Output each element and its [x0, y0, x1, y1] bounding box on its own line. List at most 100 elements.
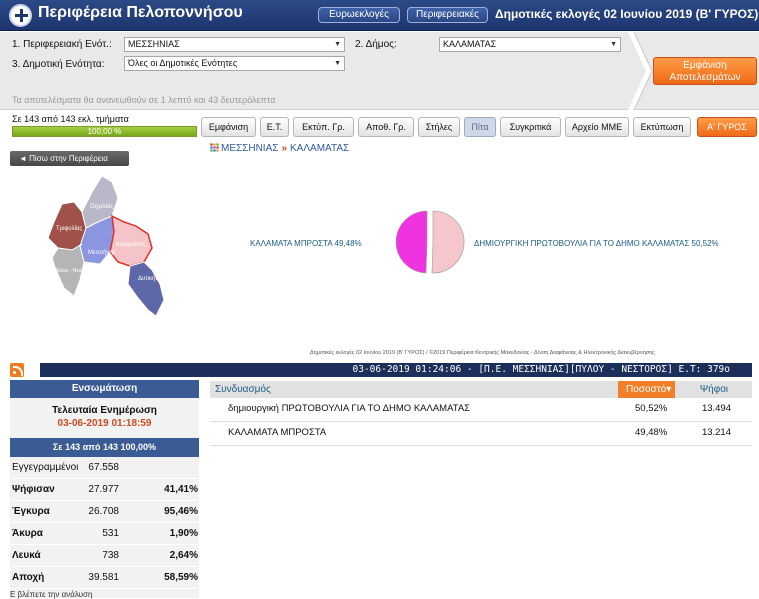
map-label-kalamata: Καλαμάτας [116, 241, 145, 248]
stat-value: 39.581 [88, 572, 119, 583]
map-label-trifylia: Τριφυλίας [56, 226, 82, 232]
chevron-divider-icon [628, 32, 652, 110]
stat-value: 26.708 [88, 506, 119, 517]
print-chart-button[interactable]: Εκτύπ. Γρ. [293, 117, 354, 137]
breadcrumb-separator: » [281, 143, 287, 154]
first-round-button[interactable]: Α' ΓΥΡΟΣ [697, 117, 757, 137]
comparative-button[interactable]: Συγκριτικά [500, 117, 561, 137]
progress-fill [13, 127, 196, 136]
stat-label: Λευκά [12, 550, 41, 561]
combination-percent: 49,48% [635, 427, 668, 438]
save-chart-button[interactable]: Αποθ. Γρ. [358, 117, 414, 137]
municipality-select[interactable]: ΚΑΛΑΜΑΤΑΣ ▼ [439, 37, 621, 52]
map-region-kalamata[interactable] [109, 214, 153, 267]
pie-slice-kalamata-mprosta[interactable] [395, 210, 428, 274]
refresh-note: Τα αποτελέσματα θα ανανεωθούν σε 1 λεπτό… [12, 95, 276, 105]
show-results-button[interactable]: Εμφάνιση Αποτελεσμάτων [653, 57, 757, 85]
media-archive-button[interactable]: Αρχείο ΜΜΕ [565, 117, 629, 137]
progress-bar: 100,00 % [12, 126, 197, 137]
grid-dots-icon [210, 143, 219, 152]
region-select[interactable]: ΜΕΣΣΗΝΙΑΣ ▼ [124, 37, 345, 52]
euroelections-button[interactable]: Ευρωεκλογές [318, 7, 400, 23]
rss-icon[interactable] [10, 363, 24, 377]
col-header-combination[interactable]: Συνδυασμός [215, 384, 271, 395]
unit-label: 3. Δημοτική Ενότητα: [12, 59, 105, 70]
chevron-down-icon: ▼ [334, 60, 341, 67]
chevron-down-icon: ▼ [334, 41, 341, 48]
stat-percent: 95,46% [164, 506, 198, 517]
stat-value: 531 [102, 528, 119, 539]
map-label-oichalia: Οιχαλίας [90, 204, 113, 210]
municipality-label: 2. Δήμος: [355, 39, 397, 50]
pie-button[interactable]: Πίτα [464, 117, 496, 137]
columns-button[interactable]: Στήλες [418, 117, 460, 137]
messinia-map: Τριφυλίας Οιχαλίας Μεσσήνης Καλαμάτας Πύ… [47, 175, 165, 317]
stat-value: 67.558 [88, 462, 119, 473]
emblem-icon [9, 4, 32, 27]
stations-count: Σε 143 από 143 100,00% [10, 438, 199, 457]
unit-select-value: Όλες οι Δημοτικές Ενότητες [128, 58, 238, 68]
combination-votes: 13.214 [701, 427, 731, 438]
stat-row-blank: Λευκά 738 2,64% [10, 545, 199, 567]
last-update-time: 03-06-2019 01:18:59 [57, 418, 152, 429]
progress-text: 100,00 % [87, 127, 122, 136]
filter-panel: 1. Περιφερειακή Ενότ.: ΜΕΣΣΗΝΙΑΣ ▼ 2. Δή… [0, 32, 759, 110]
et-button[interactable]: Ε.Τ. [260, 117, 289, 137]
stat-value: 27.977 [88, 484, 119, 495]
region-title: Περιφέρεια Πελοποννήσου [38, 4, 243, 21]
map-label-dytiki: Δυτικής [138, 275, 158, 282]
results-header-row: Συνδυασμός Ποσοστό▾ Ψήφοι [210, 381, 752, 398]
map-label-messini: Μεσσήνης [88, 249, 116, 256]
stat-label: Εγγεγραμμένοι [12, 462, 79, 473]
table-row[interactable]: δημιουργική ΠΡΩΤΟΒΟΥΛΙΑ ΓΙΑ ΤΟ ΔΗΜΟ ΚΑΛΑ… [210, 398, 752, 422]
analysis-link[interactable]: Ε βλέπετε την ανάλυση [10, 590, 93, 599]
pie-label-kalamata-mprosta: ΚΑΛΑΜΑΤΑ ΜΠΡΟΣΤΑ 49,48% [250, 239, 362, 248]
breadcrumb-region[interactable]: ΜΕΣΣΗΝΙΑΣ [221, 143, 279, 154]
stat-label: Ψήφισαν [12, 484, 55, 495]
credits-text: Δημοτικές εκλογές 02 Ιουνίου 2019 (Β' ΓΥ… [310, 350, 655, 356]
stat-percent: 1,90% [169, 528, 198, 539]
region-select-value: ΜΕΣΣΗΝΙΑΣ [128, 39, 180, 49]
unit-select[interactable]: Όλες οι Δημοτικές Ενότητες ▼ [124, 56, 345, 71]
pie-label-dimiourgiki-protovoulia: ΔΗΜΙΟΥΡΓΙΚΗ ΠΡΩΤΟΒΟΥΛΙΑ ΓΙΑ ΤΟ ΔΗΜΟ ΚΑΛΑ… [474, 239, 719, 248]
table-row[interactable]: ΚΑΛΑΜΑΤΑ ΜΠΡΟΣΤΑ 49,48% 13.214 [210, 422, 752, 446]
chevron-down-icon: ▼ [610, 41, 617, 48]
stat-value: 738 [102, 550, 119, 561]
integration-header: Ενσωμάτωση [10, 380, 199, 398]
stat-label: Έγκυρα [12, 506, 50, 517]
top-header: Περιφέρεια Πελοποννήσου Ευρωεκλογές Περι… [0, 0, 759, 31]
stat-row-abstention: Αποχή 39.581 58,59% [10, 567, 199, 589]
map-region-mani[interactable] [127, 261, 165, 317]
map-label-pylos: Πύλου - Νεστορος [54, 267, 95, 274]
back-to-region-button[interactable]: ◄ Πίσω στην Περιφέρεια [10, 151, 129, 166]
region-label: 1. Περιφερειακή Ενότ.: [12, 39, 112, 50]
stat-label: Αποχή [12, 572, 45, 583]
combination-name: δημιουργική ΠΡΩΤΟΒΟΥΛΙΑ ΓΙΑ ΤΟ ΔΗΜΟ ΚΑΛΑ… [228, 403, 471, 414]
combination-percent: 50,52% [635, 403, 668, 414]
progress-label: Σε 143 από 143 εκλ. τμήματα [12, 114, 129, 124]
regional-elections-button[interactable]: Περιφερειακές [407, 7, 488, 23]
results-table: Συνδυασμός Ποσοστό▾ Ψήφοι δημιουργική ΠΡ… [210, 381, 752, 446]
combination-votes: 13.494 [701, 403, 731, 414]
integration-panel: Ενσωμάτωση Τελευταία Ενημέρωση 03-06-201… [10, 380, 199, 598]
combination-name: ΚΑΛΑΜΑΤΑ ΜΠΡΟΣΤΑ [228, 427, 327, 438]
map-region-pylos[interactable] [51, 243, 85, 297]
results-pie-chart [395, 210, 465, 274]
municipality-select-value: ΚΑΛΑΜΑΤΑΣ [443, 39, 497, 49]
print-button[interactable]: Εκτύπωση [633, 117, 691, 137]
stat-label: Άκυρα [12, 528, 43, 539]
stat-row-valid: Έγκυρα 26.708 95,46% [10, 501, 199, 523]
stat-row-voted: Ψήφισαν 27.977 41,41% [10, 479, 199, 501]
breadcrumb: ΜΕΣΣΗΝΙΑΣ» ΚΑΛΑΜΑΤΑΣ [210, 143, 349, 154]
stat-percent: 2,64% [169, 550, 198, 561]
news-ticker: 03-06-2019 01:24:06 - [Π.Ε. ΜΕΣΣΗΝΙΑΣ][Π… [40, 363, 752, 377]
pie-slice-dimiourgiki-protovoulia[interactable] [431, 210, 465, 274]
stat-percent: 41,41% [164, 484, 198, 495]
show-button[interactable]: Εμφάνιση [201, 117, 256, 137]
last-update-label: Τελευταία Ενημέρωση [52, 405, 157, 416]
col-header-votes[interactable]: Ψήφοι [699, 384, 728, 395]
col-header-percentage[interactable]: Ποσοστό▾ [618, 381, 676, 398]
stat-row-registered: Εγγεγραμμένοι 67.558 [10, 457, 199, 479]
breadcrumb-municipality[interactable]: ΚΑΛΑΜΑΤΑΣ [290, 143, 350, 154]
election-title: Δημοτικές εκλογές 02 Ιουνίου 2019 (Β' ΓΥ… [495, 7, 759, 21]
